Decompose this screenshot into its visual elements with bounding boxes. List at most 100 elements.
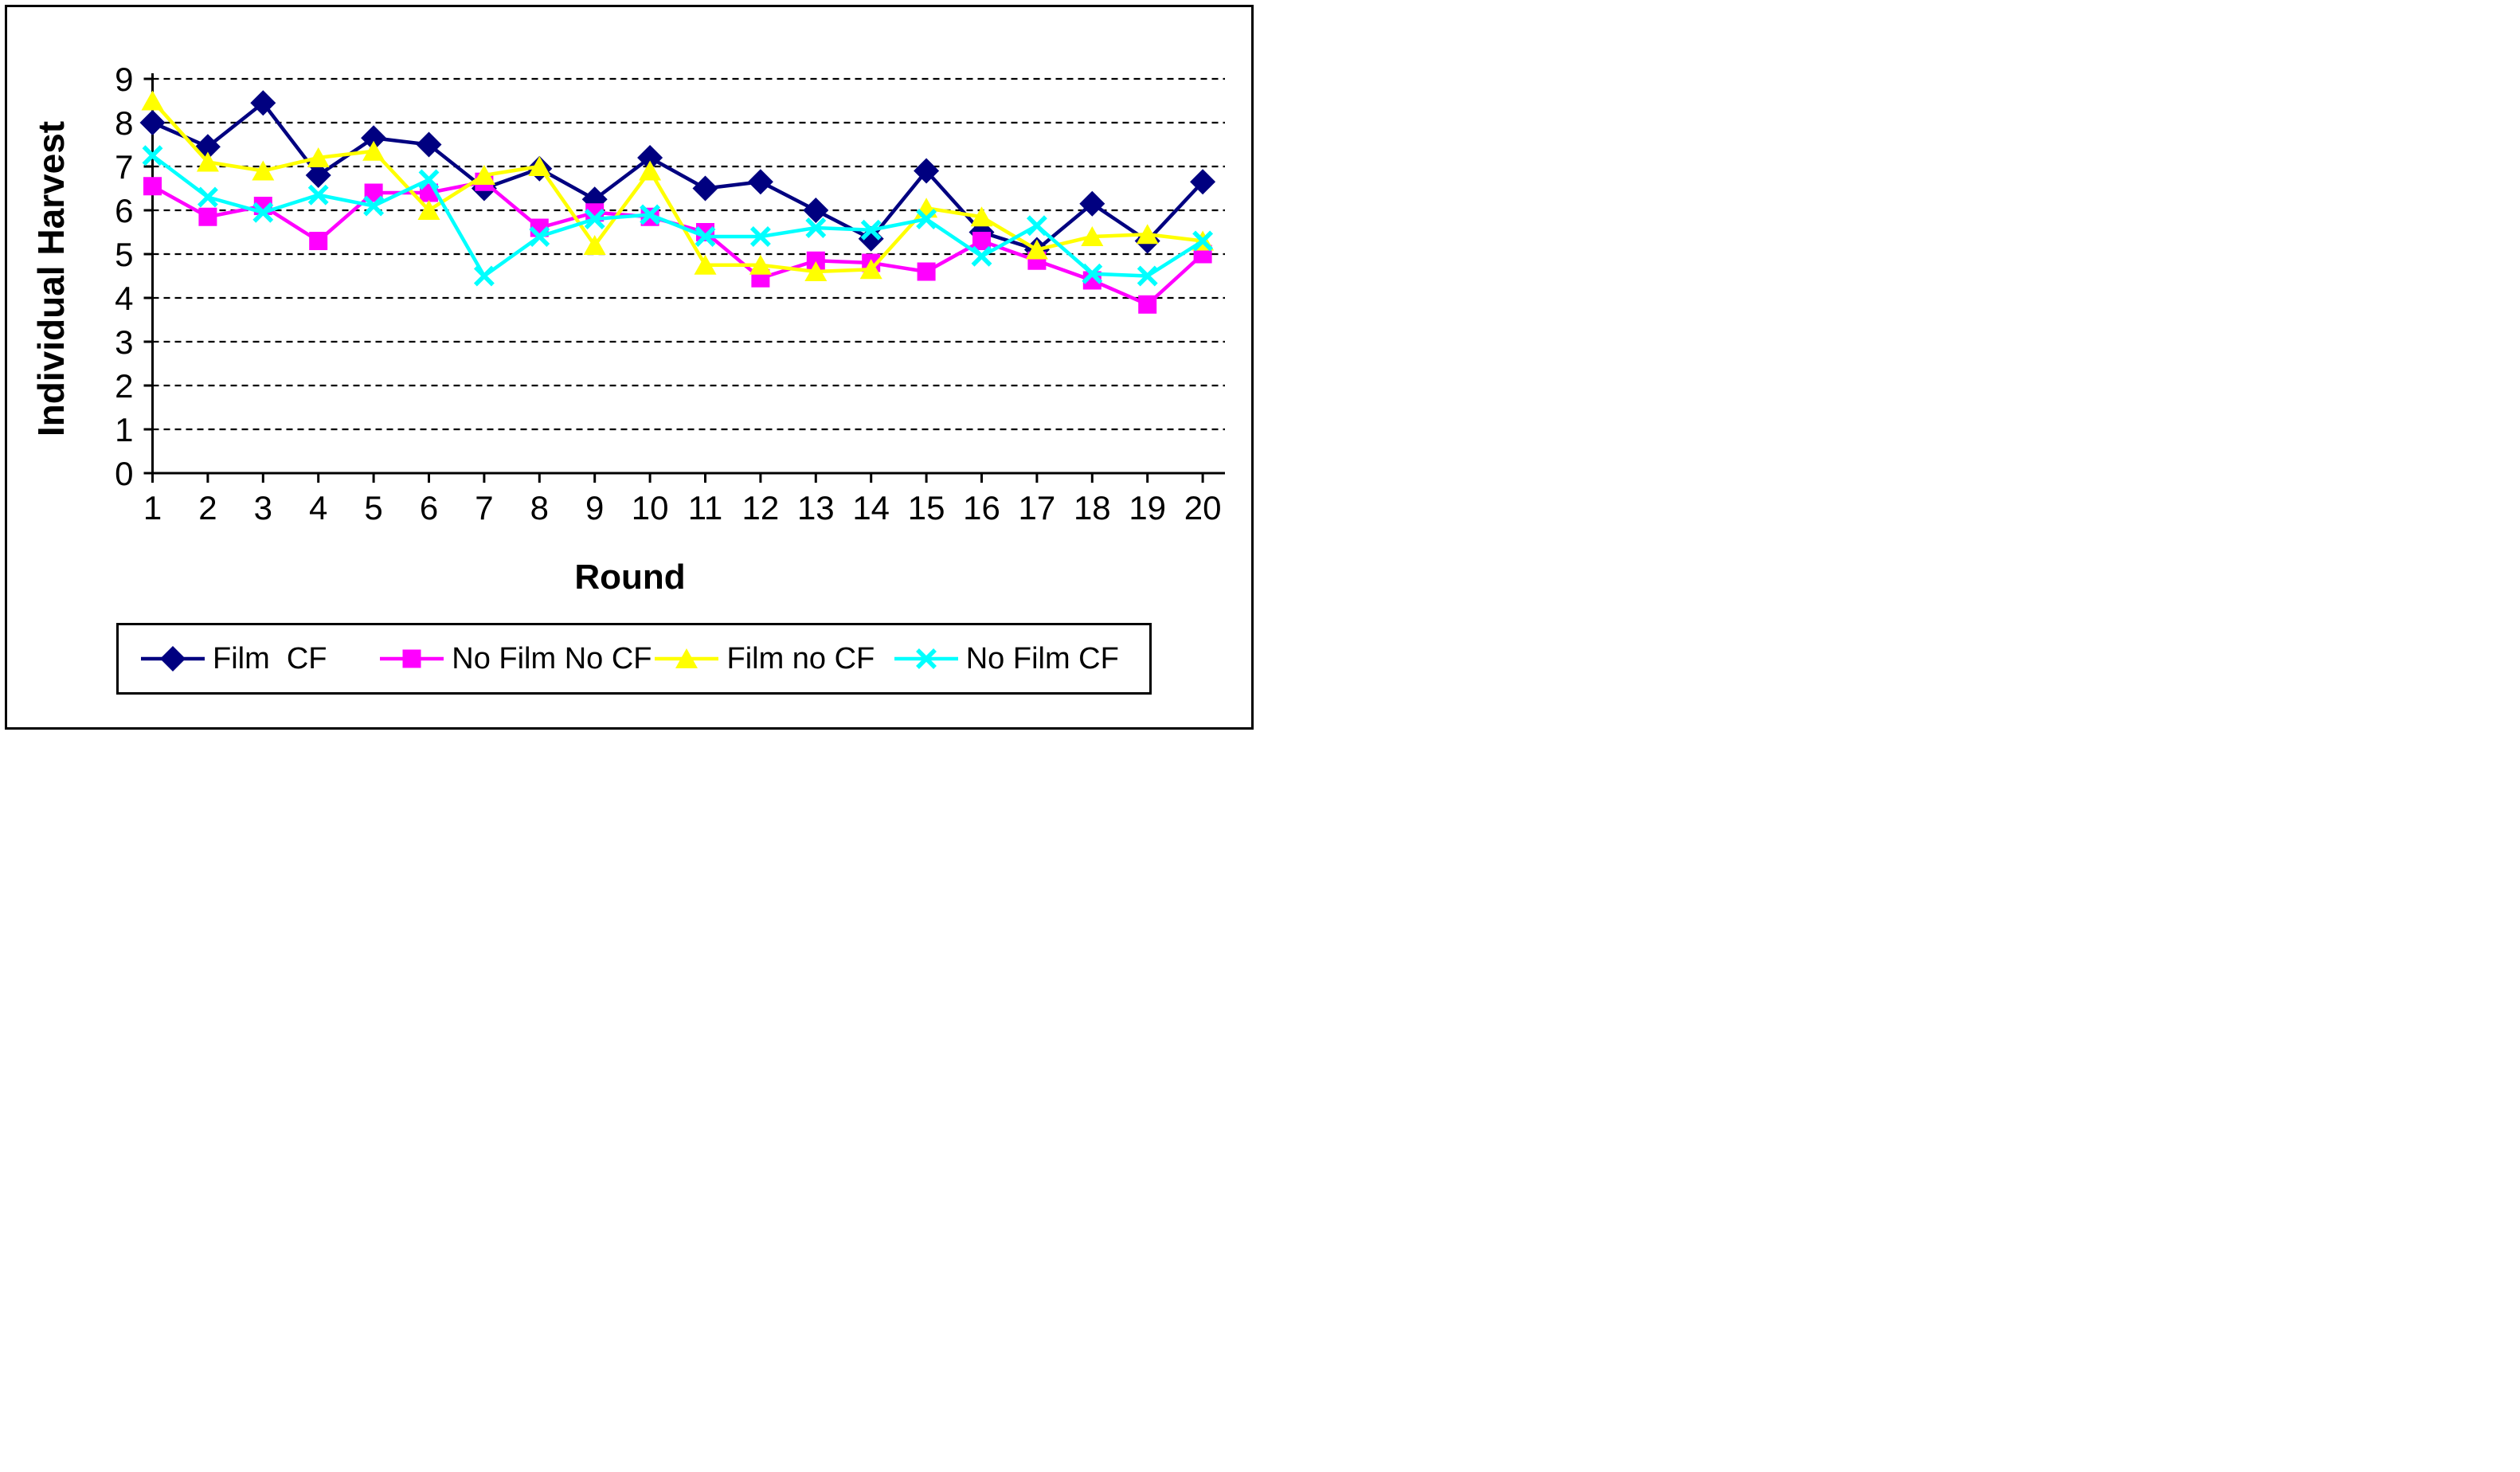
data-point — [806, 251, 825, 270]
data-point — [860, 219, 882, 241]
data-point — [362, 140, 385, 161]
y-tick-label: 8 — [115, 104, 133, 142]
data-point — [529, 226, 550, 247]
x-tick-label: 3 — [254, 489, 272, 527]
data-point — [142, 145, 163, 166]
data-point — [970, 206, 993, 227]
x-axis-title: Round — [574, 558, 686, 597]
data-point — [1081, 226, 1104, 246]
square-marker-icon — [402, 649, 421, 668]
data-point — [640, 204, 661, 225]
data-point — [1026, 215, 1047, 237]
data-point — [361, 125, 387, 151]
legend-label: No Film CF — [965, 641, 1119, 675]
y-tick-label: 9 — [115, 61, 133, 98]
data-point — [1192, 230, 1214, 252]
data-point — [749, 226, 771, 247]
data-point — [692, 175, 718, 202]
data-point — [307, 147, 330, 167]
legend-swatch-2 — [655, 648, 719, 668]
x-tick-label: 5 — [364, 489, 382, 527]
data-point — [417, 200, 440, 220]
data-point — [196, 151, 219, 172]
y-tick-label: 6 — [115, 192, 133, 229]
x-tick-label: 2 — [198, 489, 217, 527]
data-point — [416, 131, 442, 158]
data-point — [252, 202, 274, 223]
data-point — [309, 232, 328, 250]
data-point — [198, 207, 217, 226]
x-marker-icon — [915, 648, 937, 669]
data-point — [972, 232, 991, 250]
y-tick-label: 1 — [115, 411, 133, 448]
x-tick-label: 11 — [688, 489, 723, 527]
data-point — [805, 217, 827, 238]
y-tick-label: 3 — [115, 323, 133, 361]
chart-figure: 0 1 2 3 4 5 6 7 8 9 1 2 3 4 5 6 7 8 9 10 11 12 13 14 15 16 17 18 19 2… — [0, 0, 1260, 736]
data-point — [859, 259, 882, 280]
y-tick-label: 5 — [115, 236, 133, 273]
x-tick-label: 4 — [309, 489, 327, 527]
data-point — [139, 110, 166, 135]
data-point — [584, 209, 605, 229]
legend-swatch-3 — [894, 648, 958, 669]
data-point — [528, 156, 551, 176]
diamond-marker-icon — [160, 646, 186, 671]
data-point — [858, 225, 884, 252]
x-tick-label: 6 — [420, 489, 438, 527]
legend-label: No Film No CF — [452, 641, 652, 675]
y-tick-label: 4 — [115, 280, 133, 317]
legend-swatch-1 — [380, 649, 444, 668]
x-tick-label: 13 — [797, 489, 835, 527]
x-tick-label: 10 — [632, 489, 669, 527]
data-point — [695, 226, 716, 247]
y-tick-label: 2 — [115, 367, 133, 405]
figure-border — [5, 5, 1254, 730]
legend-label: Film no CF — [726, 641, 875, 675]
data-point — [363, 195, 385, 217]
data-point — [1136, 224, 1159, 245]
series-no-film-cf — [142, 145, 1214, 287]
data-point — [252, 160, 275, 181]
data-point — [637, 145, 663, 170]
data-point — [1082, 263, 1103, 284]
data-point — [1025, 239, 1048, 260]
x-tick-label: 14 — [852, 489, 890, 527]
data-point — [639, 160, 662, 181]
data-point — [916, 209, 937, 229]
data-point — [141, 90, 164, 111]
series-no-film-no-cf — [143, 172, 1212, 314]
data-point — [1138, 295, 1157, 314]
legend: Film CF No Film No CF Film no CF No Film… — [116, 623, 1152, 695]
data-point — [472, 165, 495, 185]
data-point — [803, 198, 829, 223]
x-tick-label: 19 — [1129, 489, 1166, 527]
data-point — [250, 90, 276, 116]
legend-item-no-film-cf: No Film CF — [891, 640, 1130, 678]
data-point — [971, 245, 992, 267]
x-tick-label: 17 — [1019, 489, 1056, 527]
y-tick-label: 0 — [115, 455, 133, 492]
x-tick-label: 16 — [963, 489, 1000, 527]
x-tick-label: 1 — [143, 489, 162, 527]
x-tick-label: 8 — [530, 489, 549, 527]
data-point — [914, 158, 940, 184]
legend-swatch-0 — [141, 646, 205, 671]
data-point — [694, 254, 717, 275]
legend-item-film-no-cf: Film no CF — [652, 640, 890, 678]
x-tick-label: 7 — [475, 489, 493, 527]
x-tick-label: 18 — [1074, 489, 1111, 527]
legend-item-film-cf: Film CF — [138, 640, 377, 678]
data-point — [1079, 190, 1105, 217]
x-tick-label: 20 — [1184, 489, 1222, 527]
data-point — [1137, 265, 1158, 287]
data-point — [1190, 169, 1216, 195]
y-tick-label: 7 — [115, 148, 133, 186]
x-tick-label: 9 — [585, 489, 604, 527]
series-film-no-cf — [141, 90, 1215, 281]
triangle-marker-icon — [675, 648, 698, 668]
data-point — [307, 184, 329, 206]
data-point — [749, 254, 772, 275]
